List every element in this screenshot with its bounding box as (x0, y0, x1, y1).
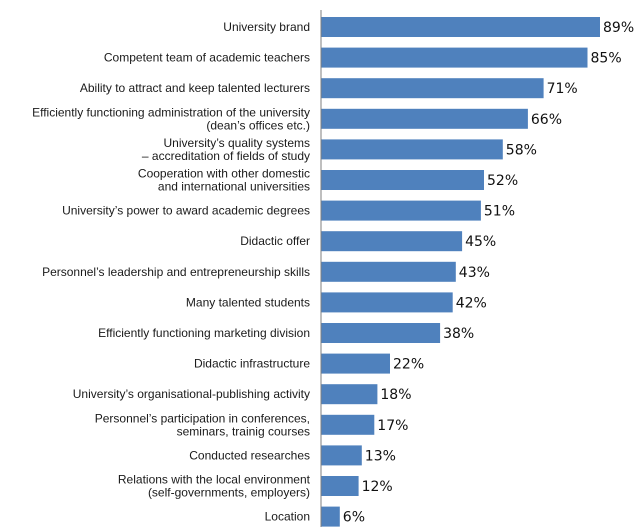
category-label: Cooperation with other domestic and inter… (138, 167, 310, 194)
category-label: Didactic infrastructure (194, 357, 310, 371)
value-label: 51% (484, 204, 515, 220)
category-label: Personnel’s participation in conferences… (95, 411, 310, 438)
category-label-line: (dean’s offices etc.) (206, 118, 310, 132)
bar (321, 353, 390, 374)
value-label: 18% (380, 387, 411, 403)
category-label-line: Personnel’s participation in conferences… (95, 411, 310, 425)
value-label: 85% (591, 51, 622, 67)
category-label-line: Relations with the local environment (118, 473, 311, 487)
bar (321, 200, 481, 221)
value-label: 42% (456, 295, 487, 311)
value-label: 89% (603, 20, 634, 36)
bars-group (321, 17, 600, 527)
category-label-line: University’s organisational-publishing a… (73, 387, 310, 401)
value-label: 71% (547, 81, 578, 97)
category-label: Efficiently functioning marketing divisi… (98, 326, 310, 340)
category-label: Conducted researches (189, 448, 310, 462)
category-label: Efficiently functioning administration o… (32, 105, 310, 132)
category-label: University’s organisational-publishing a… (73, 387, 310, 401)
category-label-line: Competent team of academic teachers (104, 51, 310, 65)
value-label: 22% (393, 357, 424, 373)
category-label-line: Efficiently functioning marketing divisi… (98, 326, 310, 340)
category-label: Personnel’s leadership and entrepreneurs… (42, 265, 310, 279)
bar (321, 506, 340, 527)
category-labels-group: University brand Competent team of academ… (32, 20, 311, 524)
category-label-line: Personnel’s leadership and entrepreneurs… (42, 265, 310, 279)
value-label: 43% (459, 265, 490, 281)
value-label: 12% (362, 479, 393, 495)
category-label: Relations with the local environment (sel… (118, 473, 311, 500)
category-label-line: University’s power to award academic deg… (62, 204, 310, 218)
category-label: Didactic offer (240, 234, 310, 248)
category-label-line: (self-governments, employers) (148, 486, 310, 500)
bar (321, 384, 378, 405)
category-label-line: and international universities (158, 180, 310, 194)
category-label: University brand (223, 20, 310, 34)
category-label: University’s power to award academic deg… (62, 204, 310, 218)
bar (321, 170, 484, 190)
category-label-line: Conducted researches (189, 448, 310, 462)
category-label: Competent team of academic teachers (104, 51, 310, 65)
value-label: 6% (343, 510, 365, 526)
bar (321, 17, 600, 37)
category-label-line: Efficiently functioning administration o… (32, 105, 310, 119)
value-label: 13% (365, 448, 396, 464)
value-label: 58% (506, 142, 537, 158)
value-label: 66% (531, 112, 562, 128)
value-labels-group: 89% 85% 71% 66% 58% 52% 51% 45% 43% 42% 38% 22% 18% 1… (343, 20, 634, 526)
value-label: 38% (443, 326, 474, 342)
bar (321, 292, 453, 313)
bar (321, 323, 441, 343)
bar (321, 261, 456, 282)
category-label: Many talented students (186, 295, 310, 309)
value-label: 45% (465, 234, 496, 250)
bar (321, 139, 503, 160)
category-label: Location (265, 510, 310, 524)
value-label: 52% (487, 173, 518, 189)
category-label-line: seminars, trainig courses (177, 424, 310, 438)
category-label-line: Didactic offer (240, 234, 310, 248)
category-label-line: University’s quality systems (164, 136, 310, 150)
bar (321, 476, 359, 496)
category-label-line: Many talented students (186, 295, 310, 309)
category-label-line: Location (265, 510, 310, 524)
category-label: Ability to attract and keep talented lec… (80, 81, 310, 95)
bar (321, 414, 375, 435)
category-label-line: Ability to attract and keep talented lec… (80, 81, 310, 95)
category-label: University’s quality systems – accreditat… (142, 136, 310, 163)
category-label-line: Cooperation with other domestic (138, 167, 310, 181)
category-label-line: – accreditation of fields of study (142, 149, 310, 163)
bar (321, 108, 528, 129)
category-label-line: University brand (223, 20, 310, 34)
bar (321, 445, 362, 466)
bar (321, 47, 588, 68)
value-label: 17% (377, 418, 408, 434)
bar (321, 78, 544, 99)
category-label-line: Didactic infrastructure (194, 357, 310, 371)
bar (321, 231, 463, 252)
